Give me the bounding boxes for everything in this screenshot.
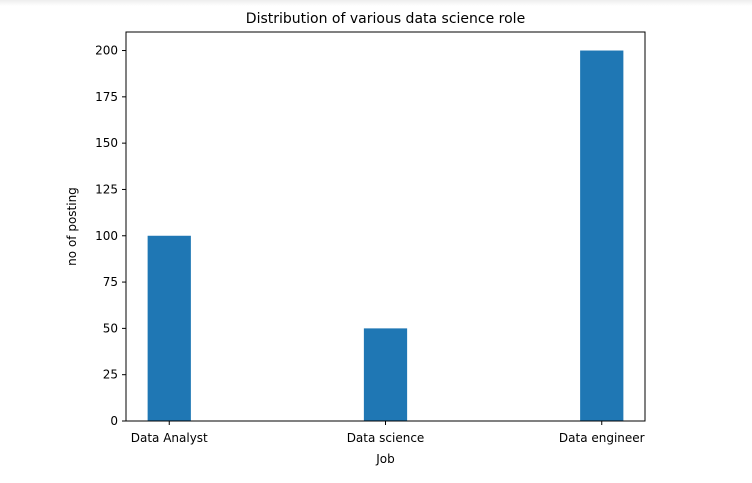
plot-frame (125, 31, 646, 422)
bar-data-engineer (580, 50, 624, 422)
x-tick-label: Data engineer (559, 431, 645, 445)
y-tick-label: 150 (95, 136, 118, 150)
y-tick-label: 200 (95, 44, 118, 58)
y-tick-label: 0 (110, 414, 118, 428)
chart-title: Distribution of various data science rol… (246, 11, 525, 27)
y-tick-label: 125 (95, 182, 118, 196)
y-axis-ticks: 0 25 50 75 100 125 150 175 200 (95, 44, 126, 428)
top-shade (0, 0, 752, 6)
y-tick-label: 100 (95, 229, 118, 243)
y-axis-label: no of posting (65, 187, 79, 266)
x-tick-label: Data science (347, 431, 425, 445)
x-tick-label: Data Analyst (131, 431, 208, 445)
y-tick-label: 50 (103, 321, 118, 335)
bars-group (147, 50, 624, 422)
x-axis-ticks: Data Analyst Data science Data engineer (131, 421, 645, 445)
bar-data-analyst (147, 235, 191, 421)
bar-data-science (363, 328, 408, 421)
y-tick-label: 175 (95, 90, 118, 104)
y-tick-label: 75 (103, 275, 118, 289)
x-axis-label: Job (375, 452, 395, 466)
y-tick-label: 25 (103, 368, 118, 382)
